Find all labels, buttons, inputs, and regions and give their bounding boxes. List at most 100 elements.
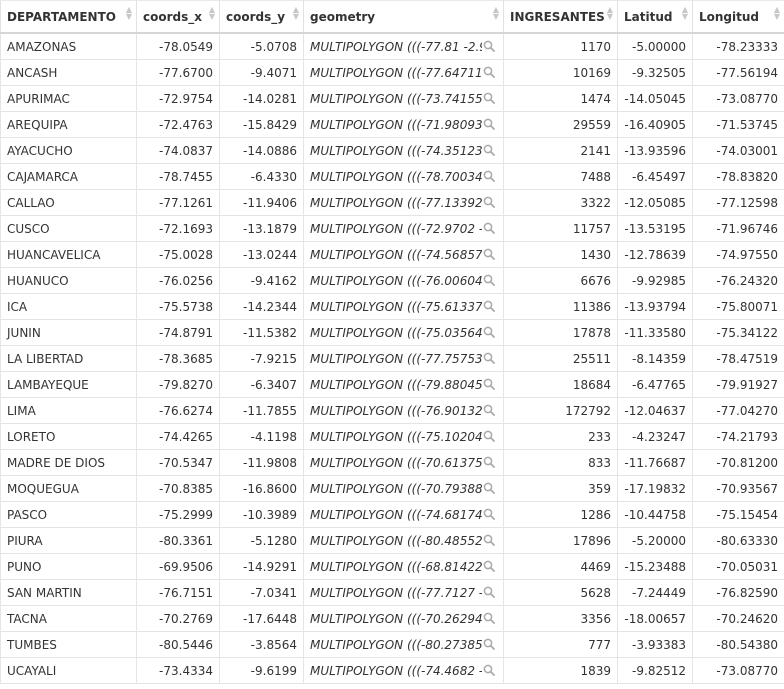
geometry-text: MULTIPOLYGON (((-70.79388 -... <box>310 481 482 496</box>
cell-coords-y: -7.9215 <box>219 345 304 372</box>
magnifier-icon[interactable] <box>483 482 495 494</box>
cell-ingresantes: 18684 <box>503 371 618 398</box>
cell-ingresantes: 11757 <box>503 215 618 242</box>
cell-latitud: -13.93794 <box>617 293 693 320</box>
cell-geometry: MULTIPOLYGON (((-78.70034 -... <box>303 163 504 190</box>
cell-longitud: -74.97550 <box>692 241 784 268</box>
table-row: JUNIN -74.8791 -11.5382 MULTIPOLYGON (((-75… <box>0 319 784 346</box>
magnifier-icon[interactable] <box>483 404 495 416</box>
magnifier-icon[interactable] <box>483 326 495 338</box>
cell-coords-x: -76.7151 <box>136 579 220 606</box>
magnifier-icon[interactable] <box>483 378 495 390</box>
cell-longitud: -78.23333 <box>692 33 784 60</box>
cell-departamento: HUANUCO <box>0 267 137 294</box>
cell-departamento: TUMBES <box>0 631 137 658</box>
magnifier-icon[interactable] <box>483 638 495 650</box>
magnifier-icon[interactable] <box>483 118 495 130</box>
cell-ingresantes: 5628 <box>503 579 618 606</box>
column-header-latitud[interactable]: Latitud ▲ ▼ <box>617 0 693 34</box>
magnifier-icon[interactable] <box>483 612 495 624</box>
cell-departamento: LAMBAYEQUE <box>0 371 137 398</box>
cell-coords-y: -6.3407 <box>219 371 304 398</box>
cell-departamento: LA LIBERTAD <box>0 345 137 372</box>
cell-geometry: MULTIPOLYGON (((-75.03564 -... <box>303 319 504 346</box>
table-row: AMAZONAS -78.0549 -5.0708 MULTIPOLYGON (((-… <box>0 33 784 60</box>
table-row: APURIMAC -72.9754 -14.0281 MULTIPOLYGON (((… <box>0 85 784 112</box>
cell-departamento: ICA <box>0 293 137 320</box>
cell-latitud: -7.24449 <box>617 579 693 606</box>
magnifier-icon[interactable] <box>483 274 495 286</box>
cell-coords-y: -7.0341 <box>219 579 304 606</box>
cell-longitud: -75.15454 <box>692 501 784 528</box>
magnifier-icon[interactable] <box>483 300 495 312</box>
cell-longitud: -75.34122 <box>692 319 784 346</box>
sort-icon[interactable]: ▲ ▼ <box>492 5 499 21</box>
cell-coords-y: -11.9406 <box>219 189 304 216</box>
magnifier-icon[interactable] <box>483 92 495 104</box>
column-header-ingresantes[interactable]: INGRESANTES ▲ ▼ <box>503 0 618 34</box>
magnifier-icon[interactable] <box>483 222 495 234</box>
sort-icon[interactable]: ▲ ▼ <box>606 5 613 21</box>
cell-geometry: MULTIPOLYGON (((-74.4682 -7... <box>303 657 504 684</box>
magnifier-icon[interactable] <box>483 352 495 364</box>
geometry-text: MULTIPOLYGON (((-77.7127 -5... <box>310 585 482 600</box>
column-header-longitud[interactable]: Longitud ▲ ▼ <box>692 0 784 34</box>
magnifier-icon[interactable] <box>483 196 495 208</box>
sort-icon[interactable]: ▲ ▼ <box>773 5 780 21</box>
magnifier-icon[interactable] <box>483 66 495 78</box>
magnifier-icon[interactable] <box>483 456 495 468</box>
magnifier-icon[interactable] <box>483 40 495 52</box>
cell-departamento: CUSCO <box>0 215 137 242</box>
sort-icon[interactable]: ▲ ▼ <box>125 5 132 21</box>
cell-geometry: MULTIPOLYGON (((-70.26294 -... <box>303 605 504 632</box>
cell-departamento: AMAZONAS <box>0 33 137 60</box>
column-header-label: geometry <box>310 9 376 24</box>
cell-latitud: -12.05085 <box>617 189 693 216</box>
geometry-text: MULTIPOLYGON (((-79.88045 -... <box>310 377 482 392</box>
column-header-coords-x[interactable]: coords_x ▲ ▼ <box>136 0 220 34</box>
magnifier-icon[interactable] <box>483 248 495 260</box>
magnifier-icon[interactable] <box>483 170 495 182</box>
table-row: AREQUIPA -72.4763 -15.8429 MULTIPOLYGON (((… <box>0 111 784 138</box>
cell-geometry: MULTIPOLYGON (((-74.56857 -... <box>303 241 504 268</box>
cell-coords-y: -13.0244 <box>219 241 304 268</box>
column-header-label: Latitud <box>624 9 673 24</box>
geometry-text: MULTIPOLYGON (((-78.70034 -... <box>310 169 482 184</box>
magnifier-icon[interactable] <box>483 586 495 598</box>
cell-longitud: -77.56194 <box>692 59 784 86</box>
cell-coords-y: -14.9291 <box>219 553 304 580</box>
geometry-text: MULTIPOLYGON (((-74.56857 -... <box>310 247 482 262</box>
cell-coords-y: -14.0886 <box>219 137 304 164</box>
table-row: CAJAMARCA -78.7455 -6.4330 MULTIPOLYGON (((… <box>0 163 784 190</box>
column-header-departamento[interactable]: DEPARTAMENTO ▲ ▼ <box>0 0 137 34</box>
cell-longitud: -70.05031 <box>692 553 784 580</box>
magnifier-icon[interactable] <box>483 534 495 546</box>
magnifier-icon[interactable] <box>483 508 495 520</box>
cell-coords-y: -5.0708 <box>219 33 304 60</box>
cell-coords-y: -14.0281 <box>219 85 304 112</box>
table-row: SAN MARTIN -76.7151 -7.0341 MULTIPOLYGON ((… <box>0 579 784 606</box>
magnifier-icon[interactable] <box>483 430 495 442</box>
column-header-coords-y[interactable]: coords_y ▲ ▼ <box>219 0 304 34</box>
cell-departamento: CALLAO <box>0 189 137 216</box>
cell-departamento: UCAYALI <box>0 657 137 684</box>
magnifier-icon[interactable] <box>483 144 495 156</box>
cell-geometry: MULTIPOLYGON (((-77.7127 -5... <box>303 579 504 606</box>
sort-icon[interactable]: ▲ ▼ <box>681 5 688 21</box>
cell-coords-x: -80.5446 <box>136 631 220 658</box>
cell-geometry: MULTIPOLYGON (((-74.68174 -... <box>303 501 504 528</box>
cell-departamento: PIURA <box>0 527 137 554</box>
cell-departamento: LIMA <box>0 397 137 424</box>
column-header-geometry[interactable]: geometry ▲ ▼ <box>303 0 504 34</box>
geometry-text: MULTIPOLYGON (((-77.81 -2.9... <box>310 39 482 54</box>
cell-latitud: -9.92985 <box>617 267 693 294</box>
cell-geometry: MULTIPOLYGON (((-70.79388 -... <box>303 475 504 502</box>
magnifier-icon[interactable] <box>483 560 495 572</box>
sort-icon[interactable]: ▲ ▼ <box>292 5 299 21</box>
cell-latitud: -4.23247 <box>617 423 693 450</box>
sort-icon[interactable]: ▲ ▼ <box>208 5 215 21</box>
cell-geometry: MULTIPOLYGON (((-70.61375 -... <box>303 449 504 476</box>
cell-latitud: -13.53195 <box>617 215 693 242</box>
cell-latitud: -16.40905 <box>617 111 693 138</box>
magnifier-icon[interactable] <box>483 664 495 676</box>
